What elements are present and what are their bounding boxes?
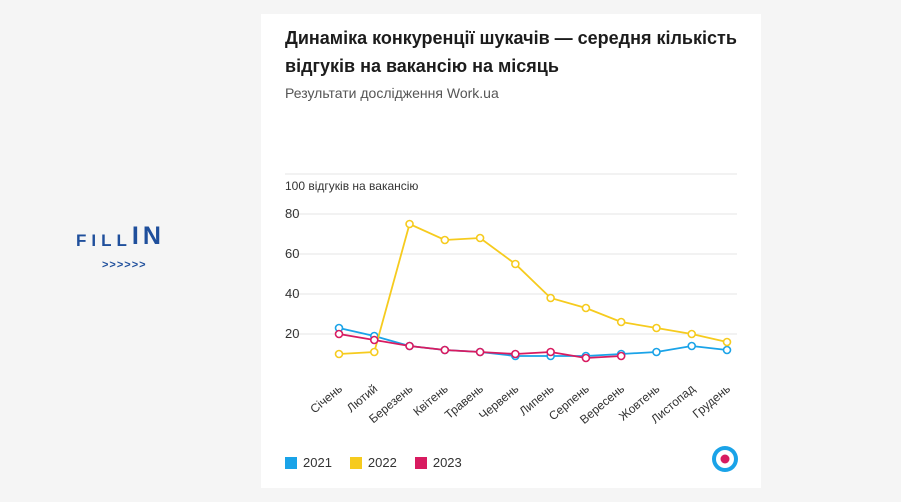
legend-swatch-2021 xyxy=(285,456,297,469)
series-2022 xyxy=(334,219,732,359)
logo-text-fill: FILL xyxy=(76,231,132,250)
legend-label-2022: 2022 xyxy=(367,455,397,470)
legend-swatch-2022 xyxy=(349,456,362,469)
x-tick-label: Грудень xyxy=(690,382,733,421)
logo-arrows: >>>>>> xyxy=(102,259,147,271)
chart-subtitle: Результати дослідження Work.ua xyxy=(285,85,499,101)
y-tick-label: 40 xyxy=(285,286,299,301)
legend-item-2022[interactable]: 2022 xyxy=(349,455,397,470)
y-axis-label: 100 відгуків на вакансію xyxy=(285,179,418,193)
data-point-2023[interactable] xyxy=(546,347,555,357)
data-point-2023[interactable] xyxy=(440,345,450,355)
series-layer xyxy=(334,219,732,363)
data-point-2022[interactable] xyxy=(511,259,520,269)
data-point-2022[interactable] xyxy=(369,347,379,357)
data-point-2023[interactable] xyxy=(475,347,485,357)
y-tick-label: 80 xyxy=(285,206,299,221)
fillin-logo: FILL IN >>>>>> xyxy=(76,222,191,271)
data-point-2021[interactable] xyxy=(722,345,732,355)
data-point-2022[interactable] xyxy=(334,349,344,359)
x-tick-label: Січень xyxy=(307,382,344,417)
legend-item-2023[interactable]: 2023 xyxy=(414,455,462,470)
data-point-2023[interactable] xyxy=(369,335,379,345)
logo-text-in: IN xyxy=(131,222,165,250)
data-point-2022[interactable] xyxy=(440,235,450,245)
data-point-2023[interactable] xyxy=(581,353,591,363)
data-point-2022[interactable] xyxy=(405,219,414,229)
data-point-2022[interactable] xyxy=(687,329,697,339)
data-point-2022[interactable] xyxy=(546,293,555,303)
data-point-2021[interactable] xyxy=(652,347,661,357)
legend: 2021 2022 2023 xyxy=(285,455,462,470)
data-point-2023[interactable] xyxy=(511,349,520,359)
data-point-2022[interactable] xyxy=(616,317,626,327)
data-point-2022[interactable] xyxy=(581,303,591,313)
data-point-2022[interactable] xyxy=(722,337,732,347)
legend-label-2021: 2021 xyxy=(303,455,332,470)
x-tick-labels: Січень ЛютийБерезеньКвітеньТравеньЧервень… xyxy=(307,382,732,427)
workua-badge-icon xyxy=(712,446,738,472)
chart-card: Динаміка конкуренції шукачів — середня к… xyxy=(261,14,761,488)
chart-title: Динаміка конкуренції шукачів — середня к… xyxy=(285,28,737,76)
series-2023 xyxy=(334,329,626,363)
grid-layer xyxy=(285,173,737,335)
y-tick-label: 60 xyxy=(285,246,299,261)
data-point-2021[interactable] xyxy=(687,341,697,351)
x-tick-label: Червень xyxy=(476,382,521,423)
data-point-2022[interactable] xyxy=(652,323,661,333)
y-tick-labels: 20 40 60 80 xyxy=(285,206,299,341)
data-point-2023[interactable] xyxy=(405,341,414,351)
y-tick-label: 20 xyxy=(285,326,299,341)
legend-item-2021[interactable]: 2021 xyxy=(285,455,332,470)
series-line-2022 xyxy=(338,222,728,355)
legend-label-2023: 2023 xyxy=(432,455,462,470)
series-line-2021 xyxy=(338,327,728,357)
legend-swatch-2023 xyxy=(414,456,427,469)
data-point-2023[interactable] xyxy=(334,329,344,339)
line-chart: 100 відгуків на вакансію 20 40 60 80 Січень… xyxy=(285,173,737,427)
data-point-2023[interactable] xyxy=(616,351,626,361)
data-point-2022[interactable] xyxy=(475,233,485,243)
